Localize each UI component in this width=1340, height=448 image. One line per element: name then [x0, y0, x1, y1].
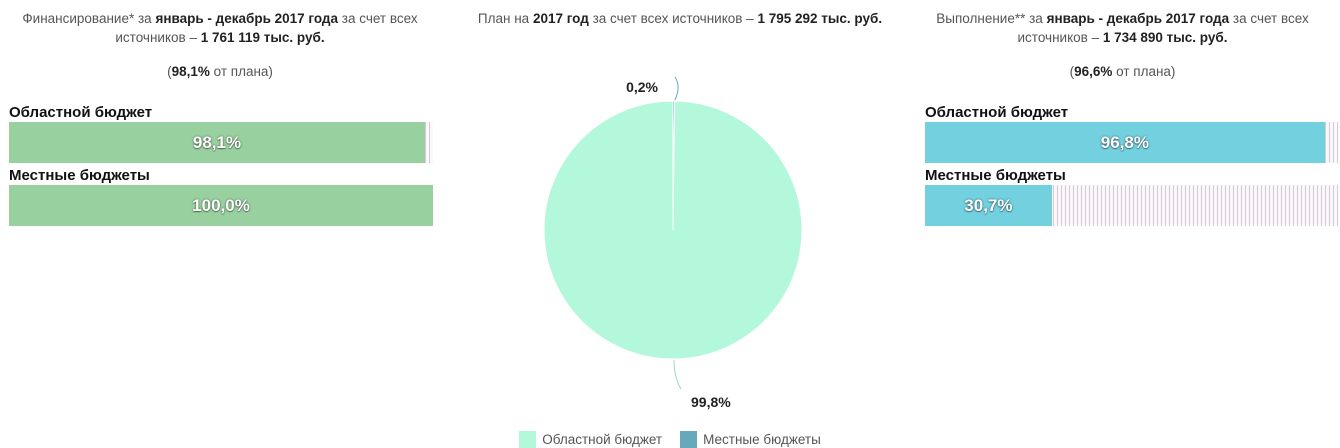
legend-label-local: Местные бюджеты [703, 431, 821, 447]
pie-connector-regional [673, 359, 682, 390]
percent-value: 98,1% [171, 64, 210, 79]
bar-track-regional: 96,8% [925, 122, 1338, 163]
bar-value-regional: 98,1% [192, 132, 242, 152]
bar-label-local: Местные бюджеты [925, 167, 1066, 184]
caption-text: за счет всех источников – [115, 11, 418, 45]
percent-tail: от плана) [213, 64, 273, 79]
bar-fill-regional [9, 122, 425, 163]
legend-item-regional[interactable]: Областной бюджет [519, 430, 662, 448]
plan-caption: План на 2017 год за счет всех источников… [460, 9, 900, 28]
bar-track-regional: 98,1% [9, 122, 433, 163]
bar-label-regional: Областной бюджет [9, 104, 153, 121]
pie-connector-local [674, 76, 679, 101]
pie-legend: Областной бюджет Местные бюджеты [0, 430, 1340, 448]
caption-total: 1 734 890 тыс. руб. [1102, 30, 1228, 45]
caption-text: за счет всех источников – [592, 11, 754, 26]
caption-text: за счет всех источников – [1017, 11, 1309, 45]
bar-fill-local [925, 185, 1052, 226]
pie-slice-regional[interactable] [543, 100, 803, 360]
execution-caption: Выполнение** за январь - декабрь 2017 го… [905, 9, 1340, 47]
legend-item-local[interactable]: Местные бюджеты [680, 430, 821, 448]
pie-label-local: 0,2% [626, 79, 658, 95]
percent-tail: от плана) [1116, 64, 1176, 79]
execution-percent: (96,6% от плана) [1069, 64, 1176, 79]
legend-swatch-local [680, 430, 698, 448]
financing-caption: Финансирование* за январь - декабрь 2017… [0, 9, 440, 47]
bar-track-local: 100,0% [9, 185, 433, 226]
bar-value-local: 30,7% [964, 195, 1013, 215]
legend-swatch-regional [519, 430, 537, 448]
percent-value: 96,6% [1074, 64, 1113, 79]
bar-label-local: Местные бюджеты [9, 167, 150, 184]
bar-value-regional: 96,8% [1100, 132, 1149, 152]
bar-track-local: 30,7% [925, 185, 1338, 226]
bar-label-regional: Областной бюджет [925, 104, 1069, 121]
caption-text: Выполнение** за [936, 11, 1043, 26]
bar-value-local: 100,0% [192, 195, 250, 215]
caption-period: январь - декабрь 2017 года [155, 11, 338, 26]
caption-total: 1 795 292 тыс. руб. [757, 11, 883, 26]
caption-total: 1 761 119 тыс. руб. [200, 30, 325, 45]
legend-label-regional: Областной бюджет [542, 431, 663, 447]
pie-label-regional: 99,8% [691, 394, 731, 410]
caption-period: январь - декабрь 2017 года [1046, 11, 1230, 26]
caption-text: Финансирование* за [22, 11, 152, 26]
caption-text: План на [477, 11, 530, 26]
plan-pie-chart: 0,2% 99,8% [543, 76, 803, 410]
caption-year: 2017 год [532, 11, 589, 26]
financing-percent: (98,1% от плана) [167, 64, 273, 79]
bar-fill-regional [925, 122, 1325, 163]
bar-fill-local [9, 185, 433, 226]
